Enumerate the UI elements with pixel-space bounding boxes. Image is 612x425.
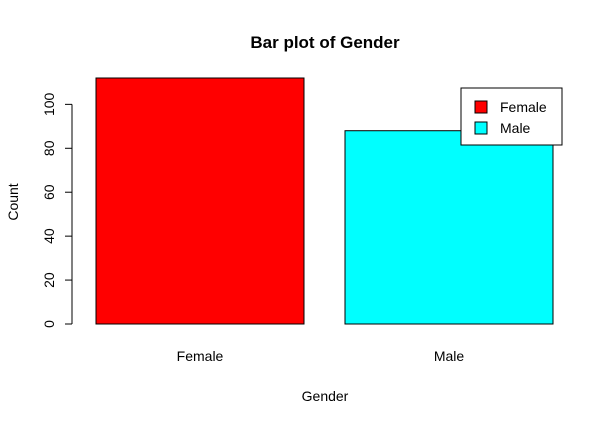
x-axis-label: Gender — [302, 388, 349, 404]
y-tick-label: 20 — [41, 272, 57, 288]
legend-label-female: Female — [500, 99, 547, 115]
y-axis-label: Count — [5, 183, 21, 220]
x-tick-labels: Female Male — [177, 348, 465, 364]
legend-box — [460, 87, 563, 146]
x-tick-label-female: Female — [177, 348, 224, 364]
y-tick-label: 100 — [41, 92, 57, 116]
legend-swatch-male — [474, 121, 488, 135]
bar-male — [344, 130, 554, 325]
y-tick-label: 80 — [41, 140, 57, 156]
legend-label-male: Male — [500, 120, 531, 136]
x-tick-label-male: Male — [434, 348, 465, 364]
y-tick-label: 0 — [41, 320, 57, 328]
chart-title: Bar plot of Gender — [250, 33, 400, 52]
legend: Female Male — [460, 87, 563, 146]
bar-female — [95, 77, 305, 325]
y-tick-label: 40 — [41, 228, 57, 244]
y-tick-label: 60 — [41, 184, 57, 200]
y-axis: 0 20 40 60 80 100 — [41, 92, 73, 328]
legend-swatch-female — [474, 100, 488, 114]
bars-group — [95, 77, 554, 325]
